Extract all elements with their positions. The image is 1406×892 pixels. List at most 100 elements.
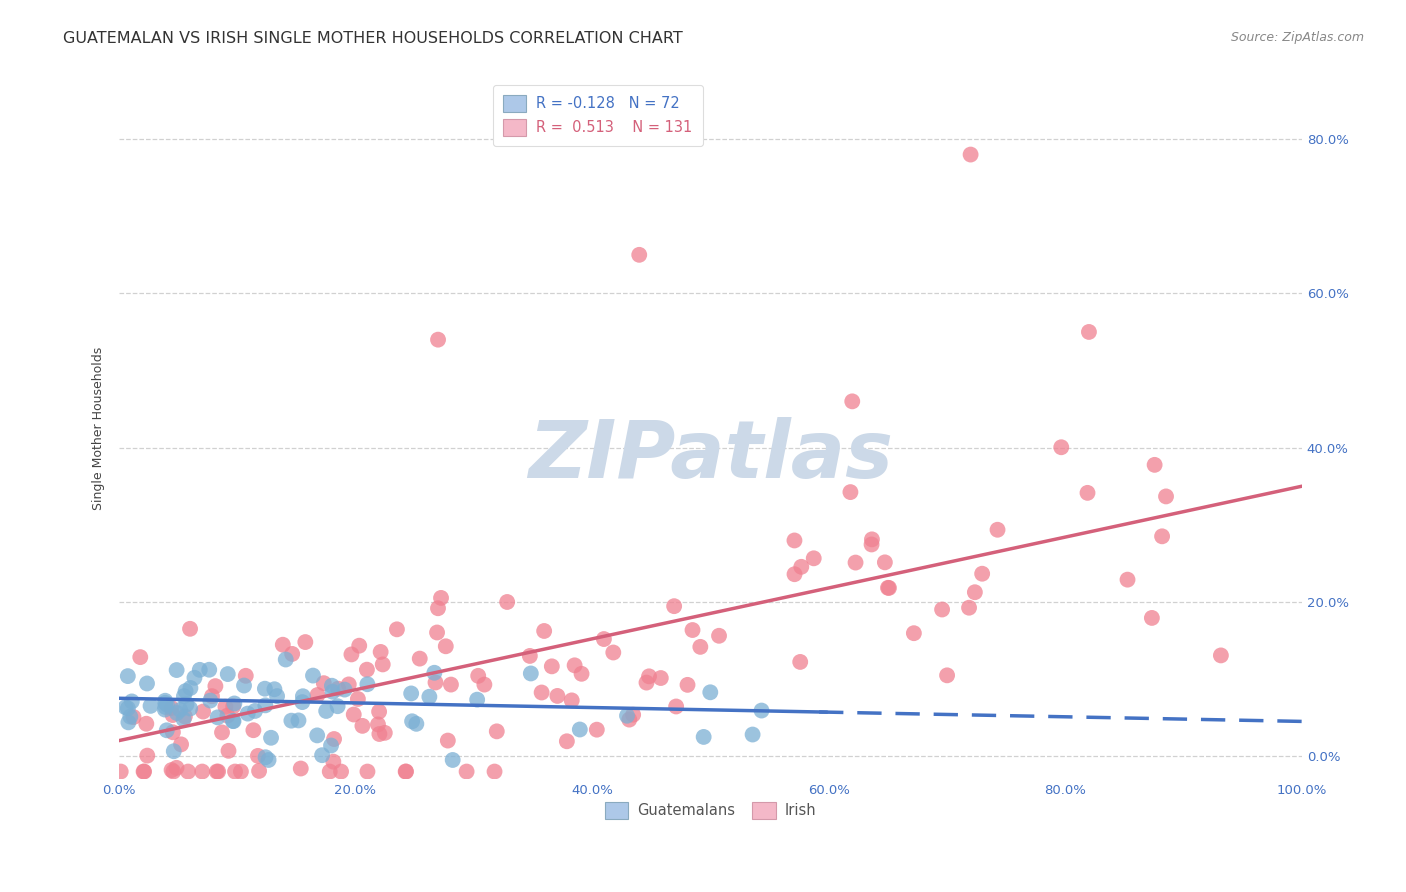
- Point: [302, 668, 325, 682]
- Point: [166, 761, 188, 775]
- Point: [484, 764, 506, 779]
- Point: [427, 333, 450, 347]
- Point: [986, 523, 1008, 537]
- Text: Source: ZipAtlas.com: Source: ZipAtlas.com: [1230, 31, 1364, 45]
- Point: [291, 690, 314, 704]
- Point: [662, 599, 685, 614]
- Point: [751, 704, 773, 718]
- Point: [789, 655, 811, 669]
- Point: [347, 692, 370, 706]
- Point: [873, 555, 896, 569]
- Point: [593, 632, 616, 646]
- Point: [621, 707, 644, 722]
- Point: [903, 626, 925, 640]
- Point: [371, 657, 394, 672]
- Point: [177, 764, 200, 779]
- Point: [174, 684, 197, 698]
- Point: [395, 764, 418, 779]
- Point: [155, 700, 177, 714]
- Point: [129, 650, 152, 665]
- Point: [224, 697, 246, 711]
- Point: [520, 666, 543, 681]
- Point: [229, 764, 252, 779]
- Point: [430, 591, 453, 605]
- Point: [315, 704, 337, 718]
- Point: [963, 585, 986, 599]
- Point: [790, 559, 813, 574]
- Point: [602, 646, 624, 660]
- Point: [352, 719, 374, 733]
- Point: [204, 679, 226, 693]
- Point: [347, 639, 370, 653]
- Point: [260, 731, 283, 745]
- Point: [561, 693, 583, 707]
- Point: [222, 714, 245, 728]
- Point: [166, 663, 188, 677]
- Point: [319, 739, 342, 753]
- Point: [162, 725, 184, 739]
- Text: ZIPatlas: ZIPatlas: [527, 417, 893, 495]
- Point: [877, 581, 900, 595]
- Point: [1116, 573, 1139, 587]
- Point: [247, 764, 270, 778]
- Point: [440, 677, 463, 691]
- Point: [957, 600, 980, 615]
- Point: [110, 764, 132, 779]
- Legend: Guatemalans, Irish: Guatemalans, Irish: [599, 796, 821, 824]
- Point: [153, 702, 176, 716]
- Point: [860, 537, 883, 551]
- Point: [117, 701, 139, 715]
- Point: [530, 685, 553, 699]
- Point: [312, 676, 335, 690]
- Point: [290, 762, 312, 776]
- Point: [311, 748, 333, 763]
- Point: [682, 623, 704, 637]
- Point: [166, 706, 188, 720]
- Point: [638, 669, 661, 683]
- Point: [1154, 490, 1177, 504]
- Point: [200, 693, 222, 707]
- Point: [156, 698, 179, 712]
- Point: [163, 744, 186, 758]
- Point: [205, 764, 228, 779]
- Point: [173, 709, 195, 723]
- Point: [201, 689, 224, 703]
- Point: [555, 734, 578, 748]
- Point: [236, 706, 259, 721]
- Point: [233, 679, 256, 693]
- Point: [153, 694, 176, 708]
- Point: [271, 638, 294, 652]
- Point: [160, 701, 183, 715]
- Point: [839, 485, 862, 500]
- Point: [423, 665, 446, 680]
- Point: [257, 753, 280, 767]
- Point: [337, 677, 360, 691]
- Point: [330, 764, 353, 779]
- Point: [741, 727, 763, 741]
- Point: [218, 744, 240, 758]
- Y-axis label: Single Mother Households: Single Mother Households: [93, 347, 105, 510]
- Point: [426, 625, 449, 640]
- Point: [707, 629, 730, 643]
- Point: [356, 663, 378, 677]
- Point: [650, 671, 672, 685]
- Point: [207, 710, 229, 724]
- Point: [676, 678, 699, 692]
- Point: [176, 698, 198, 712]
- Point: [1140, 611, 1163, 625]
- Point: [399, 686, 422, 700]
- Point: [665, 699, 688, 714]
- Point: [860, 533, 883, 547]
- Point: [540, 659, 562, 673]
- Point: [160, 763, 183, 777]
- Point: [222, 699, 245, 714]
- Point: [287, 714, 309, 728]
- Point: [235, 669, 257, 683]
- Point: [319, 764, 342, 779]
- Point: [254, 750, 277, 764]
- Point: [173, 689, 195, 703]
- Point: [170, 737, 193, 751]
- Point: [326, 699, 349, 714]
- Point: [224, 764, 246, 779]
- Point: [253, 681, 276, 696]
